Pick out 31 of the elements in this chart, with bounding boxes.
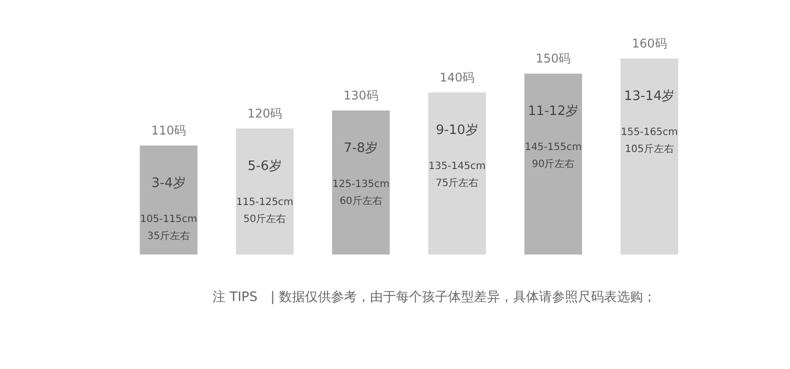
annotation: 155-165cm [620,127,678,138]
annotation: 145-155cm [524,142,582,154]
annotation: 7-8岁 [344,140,378,156]
bar [140,146,198,254]
bar [524,74,582,254]
bar [236,128,294,254]
annotation: 50斤左右 [243,212,286,225]
annotation: 5-6岁 [248,158,282,174]
annotation: 13-14岁 [624,89,675,104]
annotation: 135-145cm [428,160,486,172]
annotation: 9-10岁 [436,122,478,138]
x-tick-label: 160码 [632,36,667,51]
x-tick-label: 150码 [536,52,571,66]
annotation: 75斤左右 [436,176,478,189]
annotation: 105-115cm [140,214,198,226]
text: 注 TIPS | 数据仅供参考，由于每个孩子体型差异，具体请参照尺码表选购； [212,290,656,305]
annotation: 11-12岁 [528,104,579,120]
bar [428,92,486,254]
x-tick-label: 130码 [343,88,378,102]
x-tick-label: 110码 [151,124,186,138]
annotation: 60斤左右 [340,194,382,207]
annotation: 125-135cm [332,178,390,190]
x-tick-label: 140码 [440,70,475,84]
bar [332,110,390,254]
annotation: 90斤左右 [532,158,575,170]
annotation: 35斤左右 [147,230,190,242]
bar [620,58,678,254]
annotation: 105斤左右 [624,143,674,156]
annotation: 3-4岁 [152,176,186,192]
x-tick-label: 120码 [247,106,282,120]
annotation: 115-125cm [236,196,294,208]
